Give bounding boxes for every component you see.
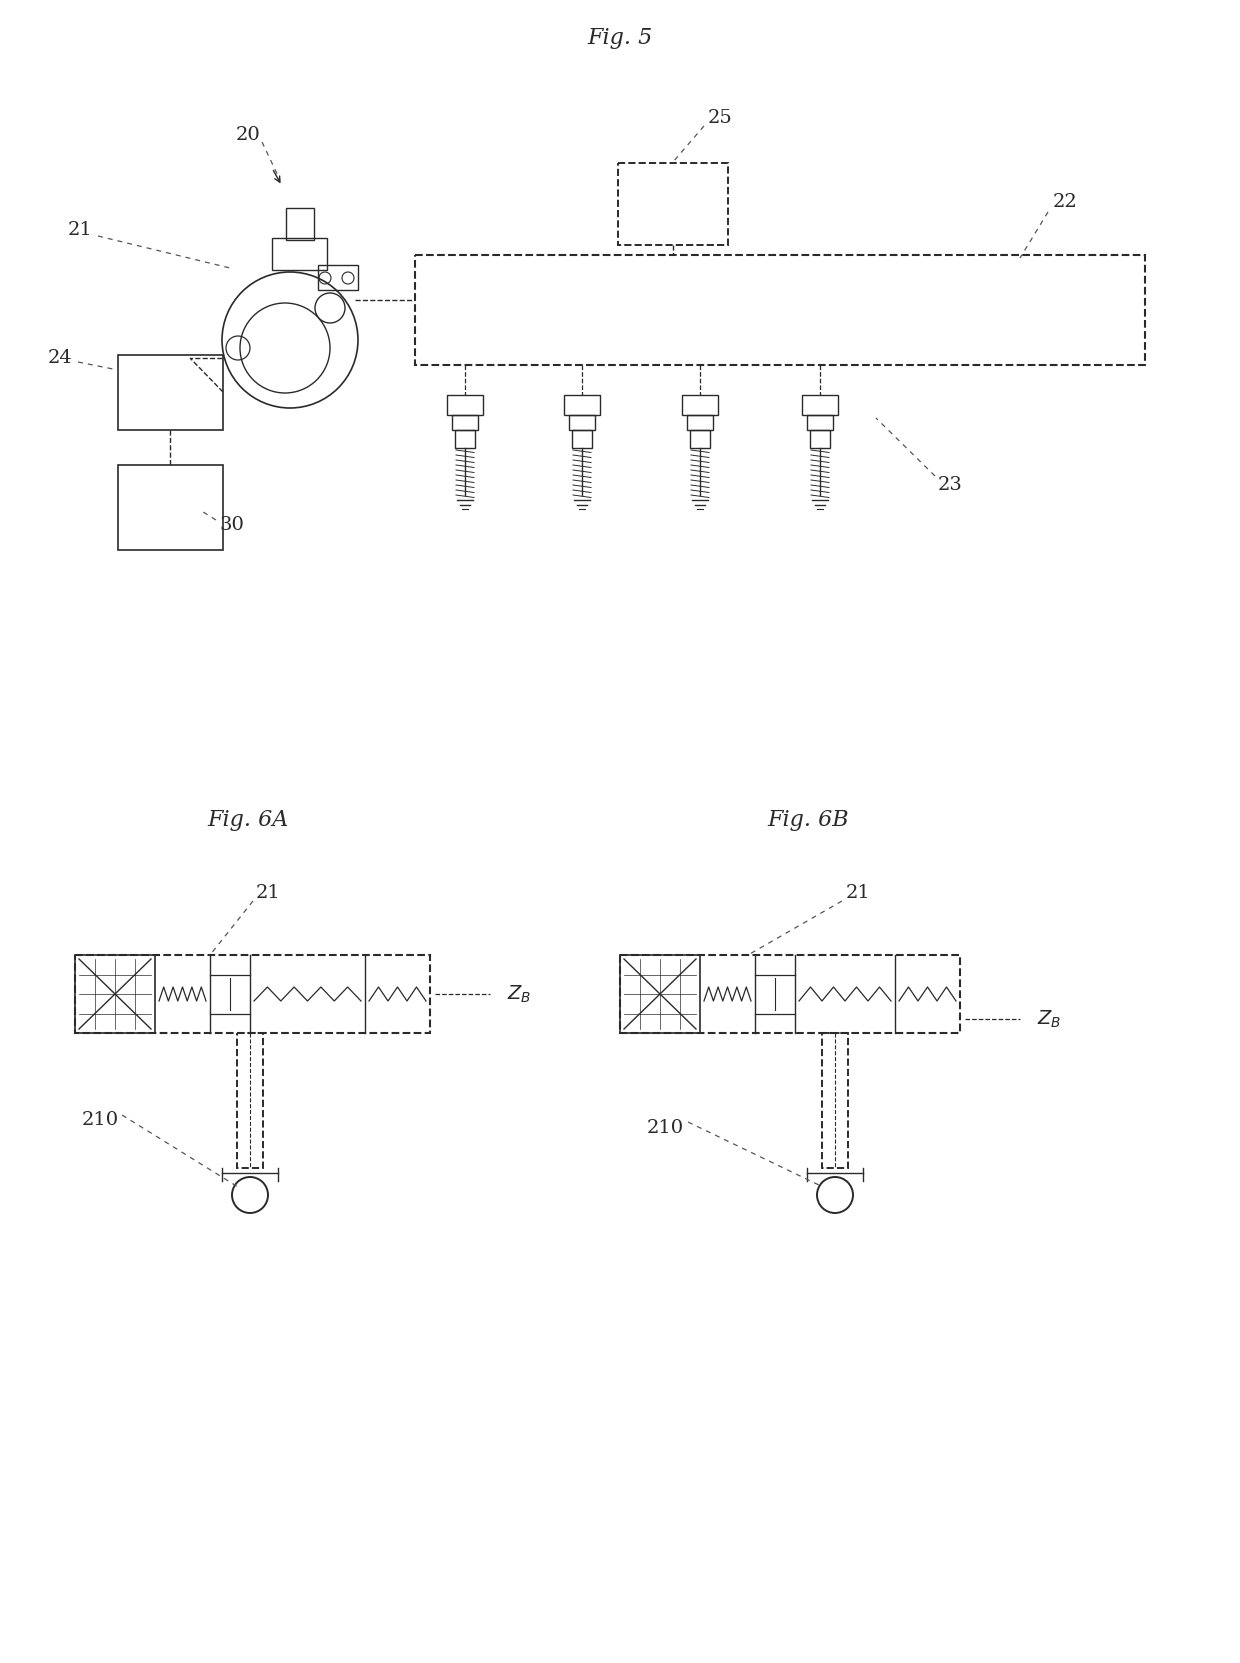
Bar — [455, 431, 475, 447]
Text: 23: 23 — [937, 476, 962, 494]
Text: $Z_B$: $Z_B$ — [507, 983, 531, 1004]
Bar — [618, 163, 728, 244]
Text: 25: 25 — [708, 110, 733, 126]
Bar — [446, 396, 484, 416]
Bar — [572, 431, 591, 447]
Text: $Z_B$: $Z_B$ — [1037, 1008, 1061, 1029]
Bar — [118, 354, 223, 431]
Bar — [453, 416, 477, 431]
Text: 21: 21 — [68, 221, 92, 239]
Bar — [620, 955, 960, 1033]
Text: Fig. 6B: Fig. 6B — [768, 808, 849, 832]
Bar — [564, 396, 600, 416]
Bar — [687, 416, 713, 431]
Text: 30: 30 — [219, 516, 244, 534]
Bar — [689, 431, 711, 447]
Bar — [620, 955, 701, 1033]
Text: 210: 210 — [82, 1111, 119, 1129]
Text: Fig. 5: Fig. 5 — [588, 27, 652, 48]
Text: 21: 21 — [846, 885, 870, 901]
Text: 24: 24 — [47, 349, 72, 368]
Text: 21: 21 — [255, 885, 280, 901]
Bar — [317, 264, 358, 289]
Text: 20: 20 — [236, 126, 260, 145]
Bar — [822, 1033, 848, 1167]
Bar — [237, 1033, 263, 1167]
Text: Fig. 6A: Fig. 6A — [207, 808, 289, 832]
Bar — [802, 396, 838, 416]
Bar — [682, 396, 718, 416]
Bar — [272, 238, 327, 269]
Bar — [807, 416, 833, 431]
Text: 22: 22 — [1053, 193, 1078, 211]
Bar — [74, 955, 155, 1033]
Bar — [286, 208, 314, 239]
Bar — [118, 466, 223, 550]
Bar — [74, 955, 430, 1033]
Bar — [415, 254, 1145, 364]
Bar — [569, 416, 595, 431]
Bar — [810, 431, 830, 447]
Text: 210: 210 — [646, 1119, 683, 1137]
